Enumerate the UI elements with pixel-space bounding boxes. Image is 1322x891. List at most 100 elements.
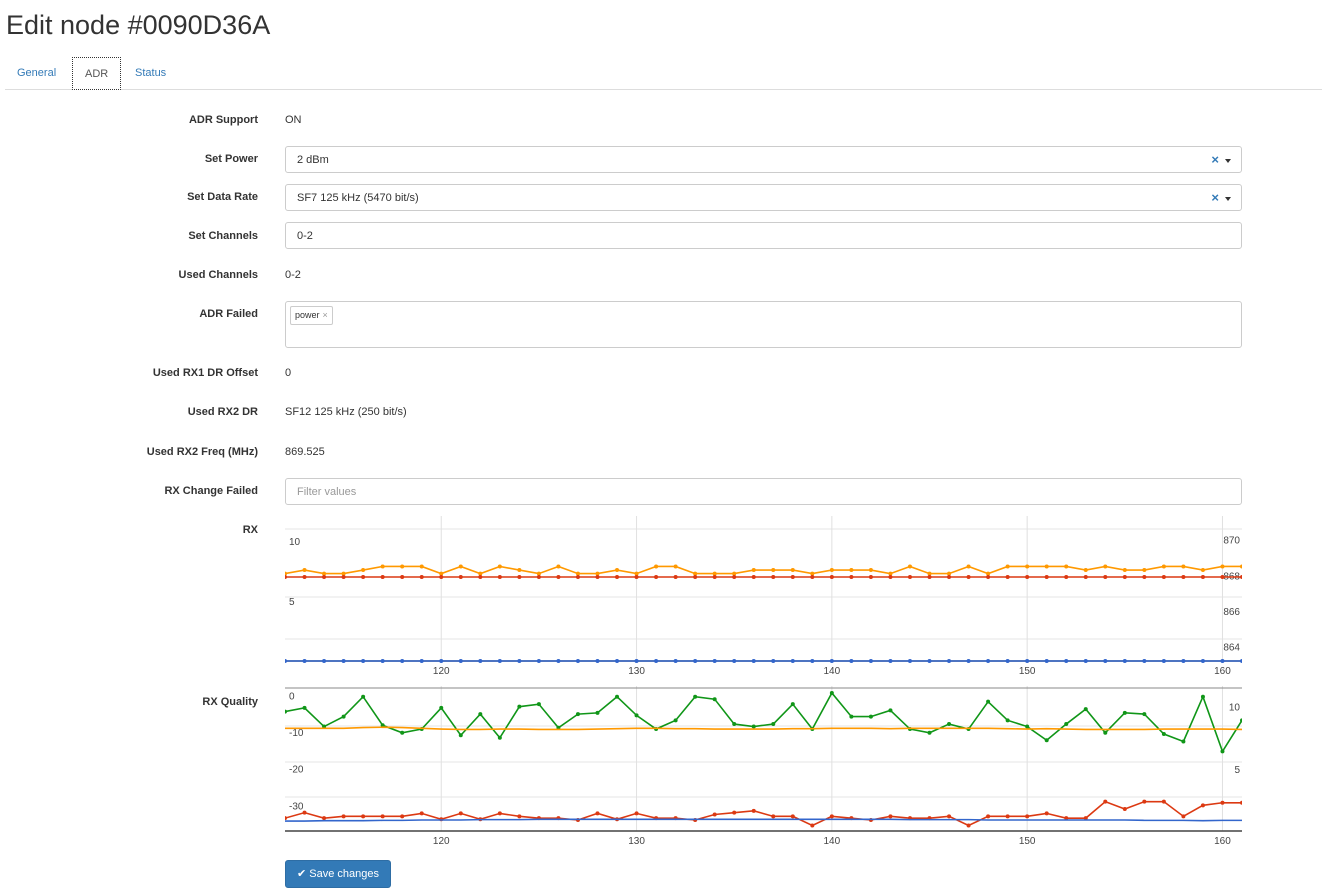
- tab-general[interactable]: General: [17, 67, 57, 79]
- data-point-datr: [380, 575, 385, 579]
- data-point-datr: [1142, 575, 1147, 579]
- data-point-channel: [732, 659, 737, 663]
- chevron-down-icon[interactable]: [1225, 197, 1231, 201]
- data-point-channel: [1220, 659, 1225, 663]
- data-point-datr: [1044, 575, 1049, 579]
- chevron-down-icon[interactable]: [1225, 159, 1231, 163]
- data-point-power: [419, 811, 424, 816]
- clear-icon[interactable]: ×: [1211, 190, 1219, 205]
- data-point-lsnr: [1200, 694, 1205, 699]
- data-point-lsnr: [497, 735, 502, 740]
- clear-icon[interactable]: ×: [1211, 152, 1219, 167]
- set-power-select[interactable]: 2 dBm ×: [285, 146, 1242, 173]
- save-button[interactable]: ✔ Save changes: [285, 860, 391, 888]
- x-tick-label: 160: [1214, 836, 1231, 847]
- data-point-lsnr: [458, 733, 463, 738]
- data-point-channel: [380, 659, 385, 663]
- tab-adr[interactable]: ADR: [72, 57, 122, 90]
- data-point-channel: [361, 659, 366, 663]
- data-point-frequency: [1200, 568, 1205, 573]
- data-point-power: [1122, 807, 1127, 811]
- data-point-channel: [1005, 659, 1010, 663]
- data-point-channel: [1083, 659, 1088, 663]
- data-point-power: [751, 808, 756, 813]
- save-button-label: Save changes: [309, 868, 379, 880]
- data-point-power: [1181, 814, 1186, 819]
- data-point-power: [322, 816, 327, 821]
- data-point-datr: [634, 575, 639, 579]
- data-point-lsnr: [771, 722, 776, 727]
- data-point-datr: [302, 575, 307, 579]
- data-point-lsnr: [361, 694, 366, 699]
- data-point-frequency: [732, 571, 737, 576]
- data-point-datr: [907, 575, 912, 579]
- data-point-frequency: [634, 571, 639, 576]
- data-point-lsnr: [478, 712, 483, 717]
- adr-failed-label: ADR Failed: [199, 308, 258, 320]
- y-right-tick-label: 870: [1223, 536, 1240, 547]
- x-tick-label: 120: [433, 666, 450, 677]
- set-data-rate-label: Set Data Rate: [187, 191, 258, 203]
- x-tick-label: 120: [433, 836, 450, 847]
- data-point-channel: [751, 659, 756, 663]
- data-point-datr: [1181, 575, 1186, 579]
- data-point-frequency: [1220, 564, 1225, 569]
- remove-tag-icon[interactable]: ×: [322, 310, 328, 320]
- data-point-lsnr: [517, 704, 522, 709]
- data-point-datr: [1161, 575, 1166, 579]
- data-point-datr: [732, 575, 737, 579]
- data-point-power: [400, 814, 405, 819]
- data-point-frequency: [947, 571, 952, 576]
- data-point-lsnr: [1181, 739, 1186, 744]
- data-point-frequency: [927, 571, 932, 576]
- x-tick-label: 140: [824, 666, 841, 677]
- x-tick-label: 130: [628, 836, 645, 847]
- series-line-rssi: [285, 726, 1242, 731]
- data-point-lsnr: [829, 690, 834, 695]
- rx2-dr-label: Used RX2 DR: [187, 406, 258, 418]
- adr-failed-tag-input[interactable]: power ×: [285, 301, 1242, 348]
- set-data-rate-select[interactable]: SF7 125 kHz (5470 bit/s) ×: [285, 184, 1242, 211]
- data-point-datr: [556, 575, 561, 579]
- y-right-tick-label: 866: [1223, 607, 1240, 618]
- data-point-datr: [849, 575, 854, 579]
- tab-bar: General ADR Status: [5, 57, 1322, 90]
- data-point-channel: [556, 659, 561, 663]
- data-point-lsnr: [302, 705, 307, 710]
- data-point-frequency: [380, 564, 385, 569]
- data-point-lsnr: [1005, 718, 1010, 723]
- data-point-lsnr: [849, 714, 854, 719]
- data-point-frequency: [1083, 568, 1088, 573]
- data-point-channel: [1142, 659, 1147, 663]
- data-point-frequency: [458, 564, 463, 569]
- data-point-datr: [1200, 575, 1205, 579]
- data-point-datr: [1064, 575, 1069, 579]
- data-point-frequency: [361, 568, 366, 573]
- set-channels-input[interactable]: 0-2: [285, 222, 1242, 249]
- data-point-power: [1220, 800, 1225, 805]
- data-point-lsnr: [1064, 722, 1069, 727]
- data-point-frequency: [419, 564, 424, 569]
- data-point-channel: [888, 659, 893, 663]
- data-point-datr: [1025, 575, 1030, 579]
- data-point-datr: [439, 575, 444, 579]
- series-line-lsnr: [285, 691, 1242, 754]
- data-point-lsnr: [1025, 724, 1030, 729]
- data-point-lsnr: [888, 708, 893, 713]
- data-point-lsnr: [285, 709, 287, 714]
- data-point-frequency: [575, 571, 580, 576]
- rx-change-failed-filter-input[interactable]: Filter values: [285, 478, 1242, 505]
- data-point-power: [810, 823, 815, 828]
- data-point-datr: [1240, 575, 1242, 579]
- y-left-tick-label: 0: [289, 691, 295, 702]
- data-point-lsnr: [947, 722, 952, 727]
- data-point-power: [1142, 799, 1147, 804]
- data-point-datr: [615, 575, 620, 579]
- data-point-lsnr: [400, 730, 405, 735]
- data-point-frequency: [615, 568, 620, 573]
- data-point-power: [1005, 814, 1010, 819]
- tab-status[interactable]: Status: [135, 67, 167, 79]
- data-point-datr: [1122, 575, 1127, 579]
- used-channels-label: Used Channels: [178, 269, 258, 281]
- data-point-lsnr: [712, 697, 717, 702]
